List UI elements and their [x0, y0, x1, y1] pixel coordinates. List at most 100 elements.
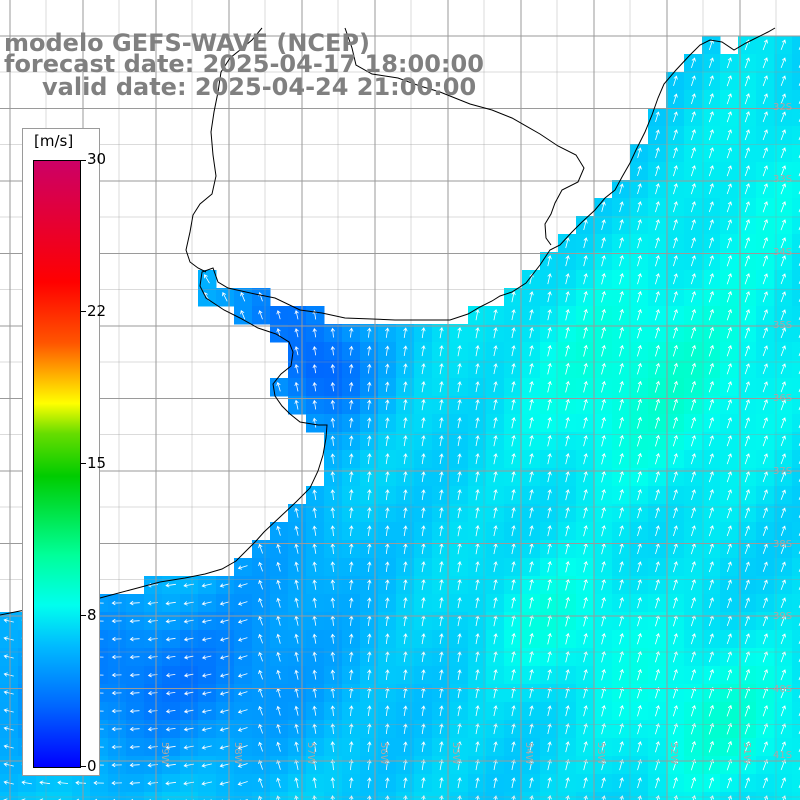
wind-arrow: [475, 705, 480, 717]
wind-arrow: [780, 147, 786, 159]
wind-arrow: [237, 673, 248, 678]
wind-arrow: [708, 111, 714, 123]
latitude-label: 39S: [773, 611, 793, 622]
wind-arrow: [601, 452, 606, 465]
wind-arrow: [601, 201, 606, 213]
wind-arrow: [637, 344, 642, 357]
wind-arrow: [655, 795, 660, 800]
wind-arrow: [762, 381, 768, 393]
wind-arrow: [673, 255, 678, 267]
wind-arrow: [690, 722, 696, 735]
wind-arrow: [129, 654, 140, 660]
wind-arrow: [726, 255, 732, 267]
colorbar-tick-mark: [80, 615, 86, 616]
wind-arrow: [726, 561, 732, 573]
wind-arrow: [330, 669, 336, 680]
wind-arrow: [744, 651, 750, 663]
wind-arrow: [601, 272, 606, 285]
wind-arrow: [565, 795, 570, 800]
latitude-label: 40S: [773, 684, 793, 695]
wind-arrow: [673, 453, 678, 465]
wind-arrow: [744, 453, 750, 465]
wind-arrow: [111, 744, 122, 750]
wind-arrow: [511, 416, 516, 429]
wind-arrow: [457, 579, 462, 591]
wind-arrow: [475, 633, 480, 645]
wind-arrow: [330, 345, 336, 356]
wind-arrow: [529, 398, 534, 411]
wind-arrow: [511, 507, 516, 519]
wind-arrow: [165, 727, 176, 732]
wind-arrow: [744, 525, 750, 537]
coastline: [0, 27, 776, 616]
wind-arrow: [165, 655, 176, 660]
wind-arrow: [708, 704, 714, 717]
wind-arrow: [201, 709, 212, 714]
wind-arrow: [439, 795, 444, 800]
wind-speed-cell: [738, 792, 757, 800]
wind-arrow: [619, 668, 624, 681]
wind-speed-cell: [792, 396, 800, 415]
wind-arrow: [655, 723, 660, 735]
wind-arrow: [349, 561, 354, 572]
wind-speed-cell: [144, 792, 163, 800]
wind-arrow: [511, 687, 516, 699]
wind-arrow: [439, 453, 444, 465]
wind-arrow: [565, 416, 570, 429]
wind-arrow: [655, 597, 660, 609]
wind-arrow: [511, 741, 516, 753]
wind-arrow: [129, 690, 140, 696]
wind-arrow: [475, 417, 480, 429]
wind-arrow: [421, 561, 426, 573]
wind-arrow: [367, 759, 372, 771]
wind-arrow: [457, 525, 462, 537]
wind-arrow: [403, 453, 408, 465]
wind-arrow: [330, 651, 336, 662]
wind-arrow: [312, 345, 317, 356]
coastline-river: [344, 27, 585, 246]
wind-arrow: [744, 363, 750, 375]
wind-arrow: [219, 781, 230, 786]
wind-arrow: [367, 561, 372, 572]
wind-arrow: [726, 219, 732, 231]
wind-arrow: [583, 525, 588, 537]
wind-arrow: [780, 399, 786, 411]
wind-arrow: [690, 273, 696, 285]
wind-arrow: [565, 525, 570, 537]
wind-arrow: [165, 709, 176, 714]
wind-arrow: [493, 363, 498, 375]
wind-arrow: [708, 507, 714, 519]
wind-arrow: [475, 435, 480, 447]
wind-arrow: [601, 507, 606, 519]
wind-speed-cell: [648, 792, 667, 800]
wind-arrow: [726, 507, 732, 519]
wind-arrow: [237, 691, 248, 696]
wind-arrow: [637, 237, 642, 249]
wind-speed-cell: [792, 774, 800, 793]
wind-arrow: [726, 399, 732, 411]
wind-arrow: [457, 669, 462, 681]
wind-arrow: [583, 273, 588, 285]
wind-arrow: [762, 345, 768, 357]
wind-arrow: [637, 308, 642, 321]
wind-arrow: [457, 327, 462, 339]
wind-arrow: [511, 596, 516, 609]
wind-arrow: [708, 579, 714, 591]
latitude-label: 41S: [773, 750, 793, 761]
wind-arrow: [637, 489, 642, 501]
wind-arrow: [183, 781, 195, 786]
wind-arrow: [349, 525, 354, 537]
wind-arrow: [762, 525, 768, 536]
wind-arrow: [565, 362, 570, 375]
wind-arrow: [619, 597, 624, 609]
wind-speed-cell: [792, 90, 800, 109]
wind-arrow: [762, 705, 769, 717]
wind-arrow: [511, 471, 516, 483]
wind-speed-cell: [18, 792, 37, 800]
wind-arrow: [129, 618, 140, 624]
longitude-label: 53W: [595, 742, 606, 765]
wind-arrow: [511, 345, 516, 357]
wind-arrow: [637, 273, 642, 285]
wind-arrow: [565, 507, 570, 519]
wind-arrow: [493, 309, 498, 321]
